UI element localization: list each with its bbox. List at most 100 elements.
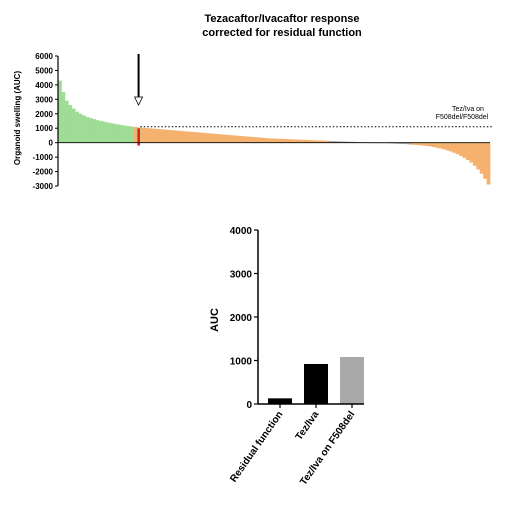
waterfall-bar — [301, 139, 306, 143]
waterfall-bar — [219, 134, 223, 143]
waterfall-bar — [239, 136, 244, 143]
waterfall-bar — [99, 121, 103, 143]
waterfall-bar — [112, 123, 117, 143]
waterfall-bar — [277, 138, 282, 143]
waterfall-bar — [68, 105, 73, 143]
y-tick-label: 2000 — [35, 110, 53, 119]
waterfall-bar — [459, 142, 463, 156]
waterfall-bar — [322, 140, 326, 143]
summary-y-tick-label: 3000 — [230, 270, 253, 281]
waterfall-bar — [126, 126, 131, 143]
waterfall-bar — [407, 142, 412, 145]
waterfall-bar — [243, 136, 247, 143]
waterfall-bar — [462, 142, 467, 158]
summary-y-tick-labels: 4000 3000 2000 1000 0 — [230, 226, 258, 411]
summary-x-tick-label: Tez/Iva — [294, 409, 322, 442]
waterfall-bar — [246, 136, 251, 143]
chart-title-line2: corrected for residual function — [202, 27, 362, 39]
waterfall-bar — [394, 142, 398, 144]
y-tick-label: 1000 — [35, 124, 53, 133]
waterfall-bar — [267, 138, 271, 143]
waterfall-bar — [58, 80, 62, 143]
waterfall-bar — [308, 140, 313, 143]
reference-label-line1: Tez/Iva on — [452, 106, 484, 113]
summary-bars — [268, 357, 364, 404]
waterfall-bar — [469, 142, 474, 163]
waterfall-bar — [442, 142, 446, 150]
waterfall-bar — [154, 128, 158, 143]
waterfall-bar — [208, 133, 213, 143]
waterfall-bar — [109, 123, 114, 143]
waterfall-bar — [452, 142, 457, 153]
waterfall-bar — [476, 142, 481, 170]
waterfall-bar — [222, 134, 227, 143]
waterfall-bar — [284, 139, 289, 143]
waterfall-bar — [106, 122, 110, 143]
waterfall-bar — [263, 138, 268, 143]
waterfall-bar — [205, 133, 210, 143]
waterfall-bar — [171, 130, 175, 143]
summary-y-tick-label: 0 — [246, 400, 252, 411]
waterfall-bar — [349, 141, 354, 143]
waterfall-bar — [318, 140, 323, 143]
highlighted-bar — [137, 128, 140, 146]
waterfall-bar — [428, 142, 433, 147]
waterfall-bar — [448, 142, 453, 152]
y-tick-label: 0 — [49, 139, 54, 148]
waterfall-chart: Tezacaftor/Ivacaftor response corrected … — [13, 13, 492, 191]
waterfall-bar — [181, 131, 186, 143]
y-tick-label: -3000 — [33, 182, 54, 191]
waterfall-bar — [188, 131, 193, 143]
summary-bar — [340, 357, 364, 404]
waterfall-bar — [274, 138, 278, 143]
y-tick-label: 3000 — [35, 95, 53, 104]
summary-bar — [268, 398, 292, 404]
waterfall-bar — [424, 142, 429, 146]
waterfall-bar — [198, 132, 203, 143]
chart-title-line1: Tezacaftor/Ivacaftor response — [204, 13, 359, 25]
waterfall-bar — [287, 139, 292, 143]
waterfall-bar — [472, 142, 477, 166]
y-tick-label: 6000 — [35, 52, 53, 61]
waterfall-bar — [418, 142, 422, 146]
waterfall-bar — [346, 141, 350, 143]
waterfall-bar — [328, 140, 333, 143]
waterfall-bar — [431, 142, 436, 147]
waterfall-bar — [445, 142, 450, 151]
waterfall-bar — [483, 142, 487, 179]
summary-bar-chart: AUC 4000 3000 2000 1000 0 Residual function T… — [209, 226, 364, 487]
waterfall-bar — [116, 124, 121, 143]
waterfall-bar — [397, 142, 402, 144]
waterfall-bar — [140, 127, 145, 143]
waterfall-bar — [61, 92, 66, 143]
waterfall-bar — [400, 142, 405, 144]
waterfall-bar — [184, 131, 189, 143]
waterfall-bar — [178, 130, 182, 143]
waterfall-bar — [421, 142, 426, 146]
y-tick-label: 5000 — [35, 66, 53, 75]
waterfall-bar — [291, 139, 295, 143]
waterfall-bar — [88, 118, 93, 143]
waterfall-bar — [294, 139, 299, 143]
y-tick-label: -1000 — [33, 153, 54, 162]
waterfall-bar — [455, 142, 460, 155]
waterfall-bar — [229, 135, 234, 143]
waterfall-bar — [335, 141, 340, 143]
waterfall-bar — [85, 116, 90, 143]
summary-y-tick-label: 1000 — [230, 357, 253, 368]
y-axis-label: Organoid swelling (AUC) — [13, 71, 22, 166]
waterfall-bar — [260, 137, 265, 143]
summary-y-axis-label: AUC — [209, 308, 221, 332]
waterfall-bar — [226, 134, 230, 143]
waterfall-bar — [253, 137, 258, 143]
waterfall-bar — [438, 142, 443, 149]
waterfall-bar — [123, 125, 127, 143]
waterfall-bar — [466, 142, 470, 160]
summary-x-tick-label: Residual function — [228, 409, 285, 484]
waterfall-bar — [82, 115, 86, 143]
waterfall-bar — [256, 137, 261, 143]
arrow-head-icon — [133, 96, 144, 106]
y-tick-labels: 6000 5000 4000 3000 2000 1000 0 -1000 -2000 -3000 — [33, 52, 58, 191]
